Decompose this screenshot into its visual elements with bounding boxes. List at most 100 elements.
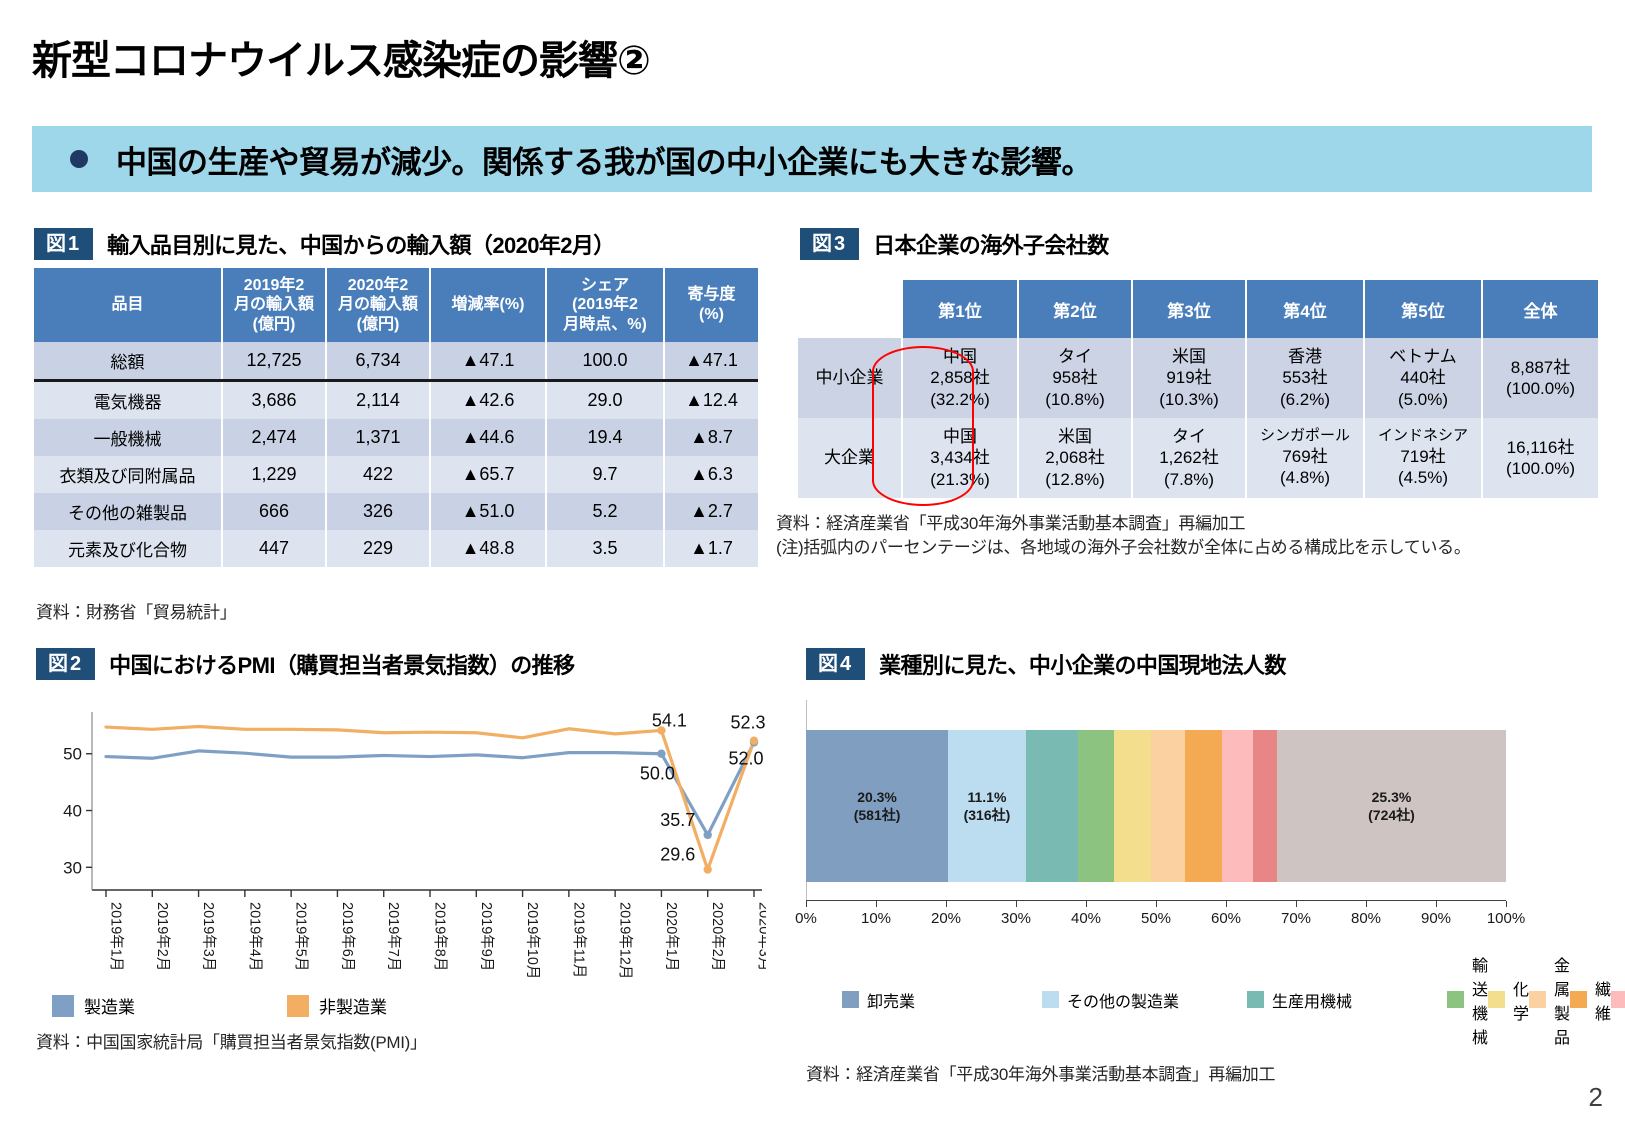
cell-2019: 447 [222,530,327,567]
cell-change: ▲42.6 [430,380,547,419]
fig1-source: 資料：財務省「貿易統計」 [36,603,237,622]
col-total: 全体 [1482,280,1598,338]
col-contribution: 寄与度 (%) [664,268,758,342]
svg-text:2019年4月: 2019年4月 [246,902,263,971]
axis-tick-label: 0% [795,910,817,927]
svg-text:2019年9月: 2019年9月 [478,902,495,971]
cell-2020: 326 [326,493,431,530]
cell-share: 9.7 [546,456,665,493]
legend-item-生産用機械: 生産用機械 [1247,990,1447,1011]
legend-label: 繊維 [1595,981,1612,1023]
bar-x-axis: 0% 10% 20% 30% 40% 50% 60% 70% 80% 90% 100% [795,900,1525,927]
axis-tick [1086,901,1087,907]
cell-contrib: ▲1.7 [664,530,758,567]
cell-country: ベトナム [1389,347,1457,367]
fig1-title: 輸入品目別に見た、中国からの輸入額（2020年2月） [107,233,615,258]
fig3-header: 図3 日本企業の海外子会社数 [800,228,1109,260]
bar-segment-7 [1221,730,1254,882]
col-2020-line2: 月の輸入額 [337,296,418,314]
cell-item: 元素及び化合物 [34,530,223,567]
cell-share: 5.2 [546,493,665,530]
axis-tick [1016,901,1017,907]
col-2019-line3: (億円) [252,315,296,333]
legend-item-輸送機械: 輸送機械 [1447,958,1488,1047]
cell-change: ▲44.6 [430,419,547,456]
legend-label: 生産用機械 [1272,993,1353,1011]
table-row: 電気機器 3,686 2,114 ▲42.6 29.0 ▲12.4 [34,380,758,419]
bar-segment-8 [1253,730,1278,882]
axis-tick-label: 10% [860,910,892,927]
segment-count: (316社) [963,807,1011,823]
cell-2020: 229 [326,530,431,567]
col-rank-2: 第2位 [1018,280,1133,338]
svg-text:2020年3月: 2020年3月 [756,902,767,971]
bar-segment-2 [1025,730,1079,882]
cell-2019: 3,686 [222,380,327,419]
svg-text:2019年7月: 2019年7月 [385,902,402,971]
cell-pct: (21.3%) [930,469,990,489]
table-row: 中小企業 中国 2,858社 (32.2%) タイ 958社 (10.8%) 米… [798,338,1598,418]
fig3-note: (注)括弧内のパーセンテージは、各地域の海外子会社数が全体に占める構成比を示して… [776,538,1471,557]
cell-count: 3,434社 [930,448,990,468]
svg-text:50.0: 50.0 [640,764,675,784]
svg-text:50: 50 [63,745,82,764]
legend-item-その他の製造業: その他の製造業 [1042,990,1247,1011]
cell-2020: 422 [326,456,431,493]
cell-share: 19.4 [546,419,665,456]
svg-text:40: 40 [63,802,82,821]
fig2-title: 中国におけるPMI（購買担当者景気指数）の推移 [109,653,575,678]
row-label-sme: 中小企業 [798,338,903,418]
legend-swatch-icon [1488,991,1506,1008]
cell-rank-2: 米国 2,068社 (12.8%) [1018,418,1133,498]
axis-tick [1506,901,1507,907]
legend-swatch-icon [842,991,859,1008]
col-share: シェア (2019年2 月時点、%) [546,268,665,342]
table-row: その他の雑製品 666 326 ▲51.0 5.2 ▲2.7 [34,493,758,530]
overseas-subsidiaries-table: 第1位 第2位 第3位 第4位 第5位 全体 中小企業 中国 2,858社 (3… [798,280,1598,498]
cell-rank-1: 中国 3,434社 (21.3%) [902,418,1019,498]
legend-label: 化学 [1513,981,1530,1023]
legend-item-化学: 化学 [1488,982,1529,1023]
cell-share: 29.0 [546,380,665,419]
stacked-bar: 20.3% (581社) 11.1% (316社) 25.3% (724社) [806,730,1506,882]
cell-change: ▲48.8 [430,530,547,567]
col-2020-line1: 2020年2 [347,276,409,294]
table-row: 一般機械 2,474 1,371 ▲44.6 19.4 ▲8.7 [34,419,758,456]
svg-text:2019年10月: 2019年10月 [524,902,541,979]
fig3-badge: 図3 [800,228,860,260]
cell-rank-3: タイ 1,262社 (7.8%) [1132,418,1247,498]
legend-item-nonmanufacturing: 非製造業 [287,993,387,1018]
legend-swatch-icon [1042,991,1059,1008]
fig3-title: 日本企業の海外子会社数 [873,233,1109,258]
cell-country: 中国 [943,347,977,367]
fig4-source: 資料：経済産業省「平成30年海外事業活動基本調査」再編加工 [806,1065,1276,1084]
cell-rank-4: シンガポール 769社 (4.8%) [1246,418,1365,498]
axis-tick-label: 70% [1280,910,1312,927]
summary-text: 中国の生産や貿易が減少。関係する我が国の中小企業にも大きな影響。 [116,144,1093,180]
bar-segment-0: 20.3% (581社) [806,730,949,882]
col-contrib-line1: 寄与度 [687,286,736,304]
col-2019-line2: 月の輸入額 [233,296,314,314]
fig2-legend: 製造業 非製造業 [52,993,539,1018]
table-header-row: 第1位 第2位 第3位 第4位 第5位 全体 [798,280,1598,338]
cell-count: 440社 [1400,368,1446,388]
cell-count: 719社 [1400,447,1446,467]
cell-rank-1: 中国 2,858社 (32.2%) [902,338,1019,418]
legend-label: 製造業 [84,998,135,1017]
legend-item-情報通信機械: 情報通信機械 [1611,990,1625,1009]
axis-tick-label: 50% [1140,910,1172,927]
fig3-source: 資料：経済産業省「平成30年海外事業活動基本調査」再編加工 [776,514,1246,533]
fig1-badge: 図1 [34,228,94,260]
fig1-header: 図1 輸入品目別に見た、中国からの輸入額（2020年2月） [34,228,615,260]
axis-tick-label: 30% [1000,910,1032,927]
fig2-source: 資料：中国国家統計局「購買担当者景気指数(PMI)」 [36,1033,427,1052]
cell-country: 中国 [943,427,977,447]
cell-rank-5: インドネシア 719社 (4.5%) [1364,418,1483,498]
fig4-badge: 図4 [806,648,866,680]
segment-count: (724社) [1368,807,1415,823]
axis-tick-label: 80% [1350,910,1382,927]
bar-segment-1: 11.1% (316社) [948,730,1026,882]
cell-country: 香港 [1288,347,1322,367]
cell-contrib: ▲6.3 [664,456,758,493]
cell-country: 米国 [1172,347,1206,367]
